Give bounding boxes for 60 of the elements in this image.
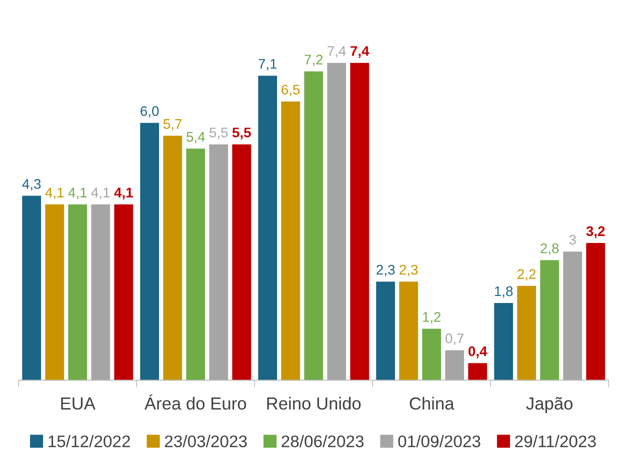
data-label: 5,7	[164, 119, 182, 130]
data-label: 7,1	[258, 59, 277, 70]
data-label: 3	[569, 234, 576, 245]
bar	[281, 101, 300, 380]
data-label: 0,7	[445, 333, 464, 345]
bar	[563, 252, 582, 380]
bar	[163, 136, 182, 380]
data-label: 5,5	[232, 128, 251, 140]
bar	[399, 282, 418, 380]
bar	[304, 71, 324, 380]
bar	[140, 122, 160, 380]
bar	[517, 286, 536, 380]
bar	[258, 76, 278, 380]
bar	[422, 328, 442, 380]
data-label: 6,0	[140, 106, 159, 118]
legend-label: 01/09/2023	[398, 435, 480, 448]
bar	[586, 242, 606, 380]
x-tick-label: EUA	[61, 398, 96, 410]
bar	[68, 204, 88, 380]
data-label: 4,1	[68, 188, 87, 200]
legend-label: 29/11/2023	[515, 435, 596, 448]
data-label: 4,3	[22, 179, 41, 191]
data-label: 5,4	[186, 132, 205, 144]
bar	[540, 260, 560, 380]
data-label: 7,2	[304, 54, 323, 66]
bar	[376, 282, 396, 380]
legend-label: 23/03/2023	[164, 435, 247, 448]
data-label: 7,4	[328, 46, 346, 58]
bar	[186, 148, 206, 380]
data-label: 5,5	[210, 128, 228, 140]
bar	[232, 144, 252, 380]
x-tick-label: Reino Unido	[267, 396, 361, 410]
bar	[327, 62, 346, 380]
data-label: 2,3	[376, 264, 395, 276]
data-label: 2,3	[400, 264, 418, 276]
bar	[22, 196, 42, 380]
x-tick-label: Japão	[526, 397, 573, 414]
data-label: 3,2	[586, 226, 605, 238]
data-label: 1,8	[494, 286, 513, 298]
bar	[91, 204, 110, 380]
x-tick-label: China	[410, 396, 454, 410]
bar	[114, 204, 134, 380]
bar	[468, 363, 488, 380]
legend-label: 15/12/2022	[48, 435, 130, 448]
data-label: 4,1	[91, 188, 110, 200]
data-label: 7,4	[350, 46, 370, 58]
data-label: 4,1	[114, 188, 133, 200]
legend-label: 28/06/2023	[282, 435, 364, 448]
x-tick-label: Área do Euro	[144, 394, 246, 410]
data-label: 0,4	[468, 346, 488, 358]
data-label: 2,8	[540, 243, 559, 255]
data-label: 1,2	[423, 312, 441, 324]
data-label: 6,5	[282, 84, 300, 96]
bar	[350, 62, 370, 380]
bar	[445, 350, 464, 380]
data-label: 4,1	[45, 188, 64, 200]
bar	[494, 303, 514, 380]
data-label: 2,2	[518, 269, 536, 281]
bar	[45, 204, 64, 380]
bar	[209, 144, 228, 380]
